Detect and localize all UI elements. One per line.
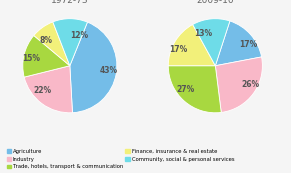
Text: 13%: 13% xyxy=(194,29,212,38)
Wedge shape xyxy=(23,35,70,77)
Wedge shape xyxy=(215,57,262,112)
Text: 43%: 43% xyxy=(100,66,118,75)
Wedge shape xyxy=(70,22,117,113)
Wedge shape xyxy=(215,21,262,66)
Text: 22%: 22% xyxy=(33,86,52,95)
Title: 2009-10: 2009-10 xyxy=(196,0,234,5)
Wedge shape xyxy=(24,66,72,113)
Text: 12%: 12% xyxy=(70,31,88,40)
Text: 26%: 26% xyxy=(241,80,259,89)
Wedge shape xyxy=(168,66,221,113)
Wedge shape xyxy=(53,19,88,66)
Wedge shape xyxy=(193,19,230,66)
Text: 27%: 27% xyxy=(176,85,194,94)
Text: 8%: 8% xyxy=(39,36,52,45)
Text: 15%: 15% xyxy=(22,54,40,63)
Title: 1972-73: 1972-73 xyxy=(51,0,89,5)
Wedge shape xyxy=(34,22,70,66)
Text: 17%: 17% xyxy=(170,45,188,54)
Wedge shape xyxy=(168,25,215,66)
Legend: Agriculture, Industry, Trade, hotels, transport & communication, Finance, insura: Agriculture, Industry, Trade, hotels, tr… xyxy=(6,148,235,170)
Text: 17%: 17% xyxy=(239,40,258,49)
